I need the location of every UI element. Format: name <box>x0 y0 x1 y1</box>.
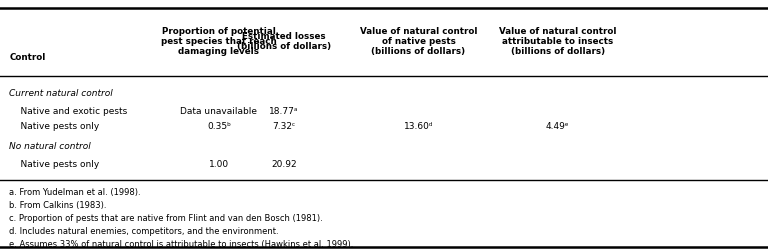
Text: Current natural control: Current natural control <box>9 89 113 99</box>
Text: 18.77ᵃ: 18.77ᵃ <box>270 107 299 116</box>
Text: 1.00: 1.00 <box>209 160 229 169</box>
Text: Value of natural control
attributable to insects
(billions of dollars): Value of natural control attributable to… <box>499 27 616 56</box>
Text: 4.49ᵉ: 4.49ᵉ <box>546 122 569 131</box>
Text: d. Includes natural enemies, competitors, and the environment.: d. Includes natural enemies, competitors… <box>9 227 279 236</box>
Text: Data unavailable: Data unavailable <box>180 107 257 116</box>
Text: Proportion of potential
pest species that reach
damaging levels: Proportion of potential pest species tha… <box>161 27 276 56</box>
Text: Estimated losses
(billions of dollars): Estimated losses (billions of dollars) <box>237 32 331 51</box>
Text: 7.32ᶜ: 7.32ᶜ <box>273 122 296 131</box>
Text: Native and exotic pests: Native and exotic pests <box>9 107 127 116</box>
Text: e. Assumes 33% of natural control is attributable to insects (Hawkins et al. 199: e. Assumes 33% of natural control is att… <box>9 240 353 249</box>
Text: Control: Control <box>9 53 45 62</box>
Text: No natural control: No natural control <box>9 142 91 151</box>
Text: c. Proportion of pests that are native from Flint and van den Bosch (1981).: c. Proportion of pests that are native f… <box>9 214 323 223</box>
Text: Value of natural control
of native pests
(billions of dollars): Value of natural control of native pests… <box>360 27 477 56</box>
Text: Native pests only: Native pests only <box>9 160 100 169</box>
Text: a. From Yudelman et al. (1998).: a. From Yudelman et al. (1998). <box>9 188 141 197</box>
Text: 13.60ᵈ: 13.60ᵈ <box>404 122 433 131</box>
Text: 20.92: 20.92 <box>271 160 297 169</box>
Text: 0.35ᵇ: 0.35ᵇ <box>207 122 231 131</box>
Text: b. From Calkins (1983).: b. From Calkins (1983). <box>9 201 107 210</box>
Text: Native pests only: Native pests only <box>9 122 100 131</box>
